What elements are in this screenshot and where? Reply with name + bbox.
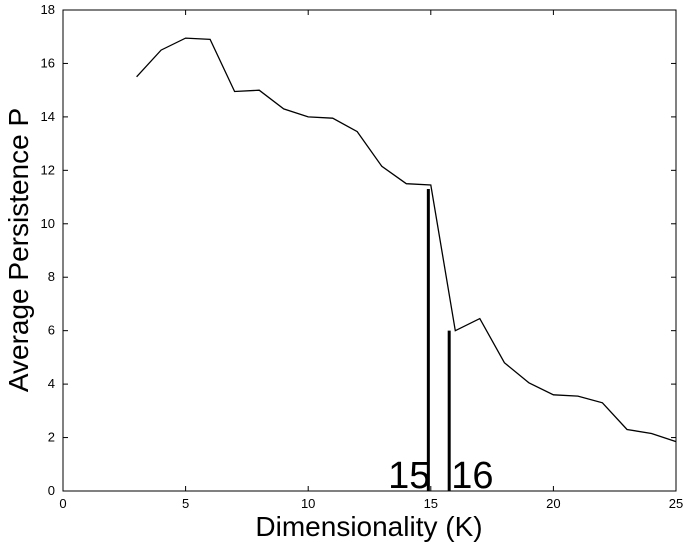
y-tick-label: 0 <box>48 483 55 498</box>
x-tick-label: 0 <box>59 496 66 511</box>
y-tick-label: 18 <box>41 2 55 17</box>
y-tick-label: 4 <box>48 376 55 391</box>
y-tick-label: 12 <box>41 162 55 177</box>
marker-group: 15 16 <box>388 189 493 497</box>
y-tick-label: 8 <box>48 269 55 284</box>
y-tick-label: 2 <box>48 430 55 445</box>
y-axis-ticks: 0 2 4 6 8 10 12 14 16 18 <box>41 2 676 498</box>
y-axis-label: Average Persistence P <box>3 108 34 392</box>
x-axis-ticks: 0 5 10 15 20 25 <box>59 10 683 511</box>
plot-frame <box>62 9 677 492</box>
y-tick-label: 16 <box>41 55 55 70</box>
marker-label-16: 16 <box>451 455 493 497</box>
x-tick-label: 15 <box>424 496 438 511</box>
x-tick-label: 25 <box>669 496 683 511</box>
marker-label-15: 15 <box>388 455 430 497</box>
y-tick-label: 10 <box>41 216 55 231</box>
y-tick-label: 14 <box>41 109 55 124</box>
x-tick-label: 20 <box>546 496 560 511</box>
series-line <box>136 37 677 443</box>
x-axis-label: Dimensionality (K) <box>255 511 482 542</box>
x-tick-label: 5 <box>182 496 189 511</box>
x-tick-label: 10 <box>301 496 315 511</box>
y-tick-label: 6 <box>48 323 55 338</box>
